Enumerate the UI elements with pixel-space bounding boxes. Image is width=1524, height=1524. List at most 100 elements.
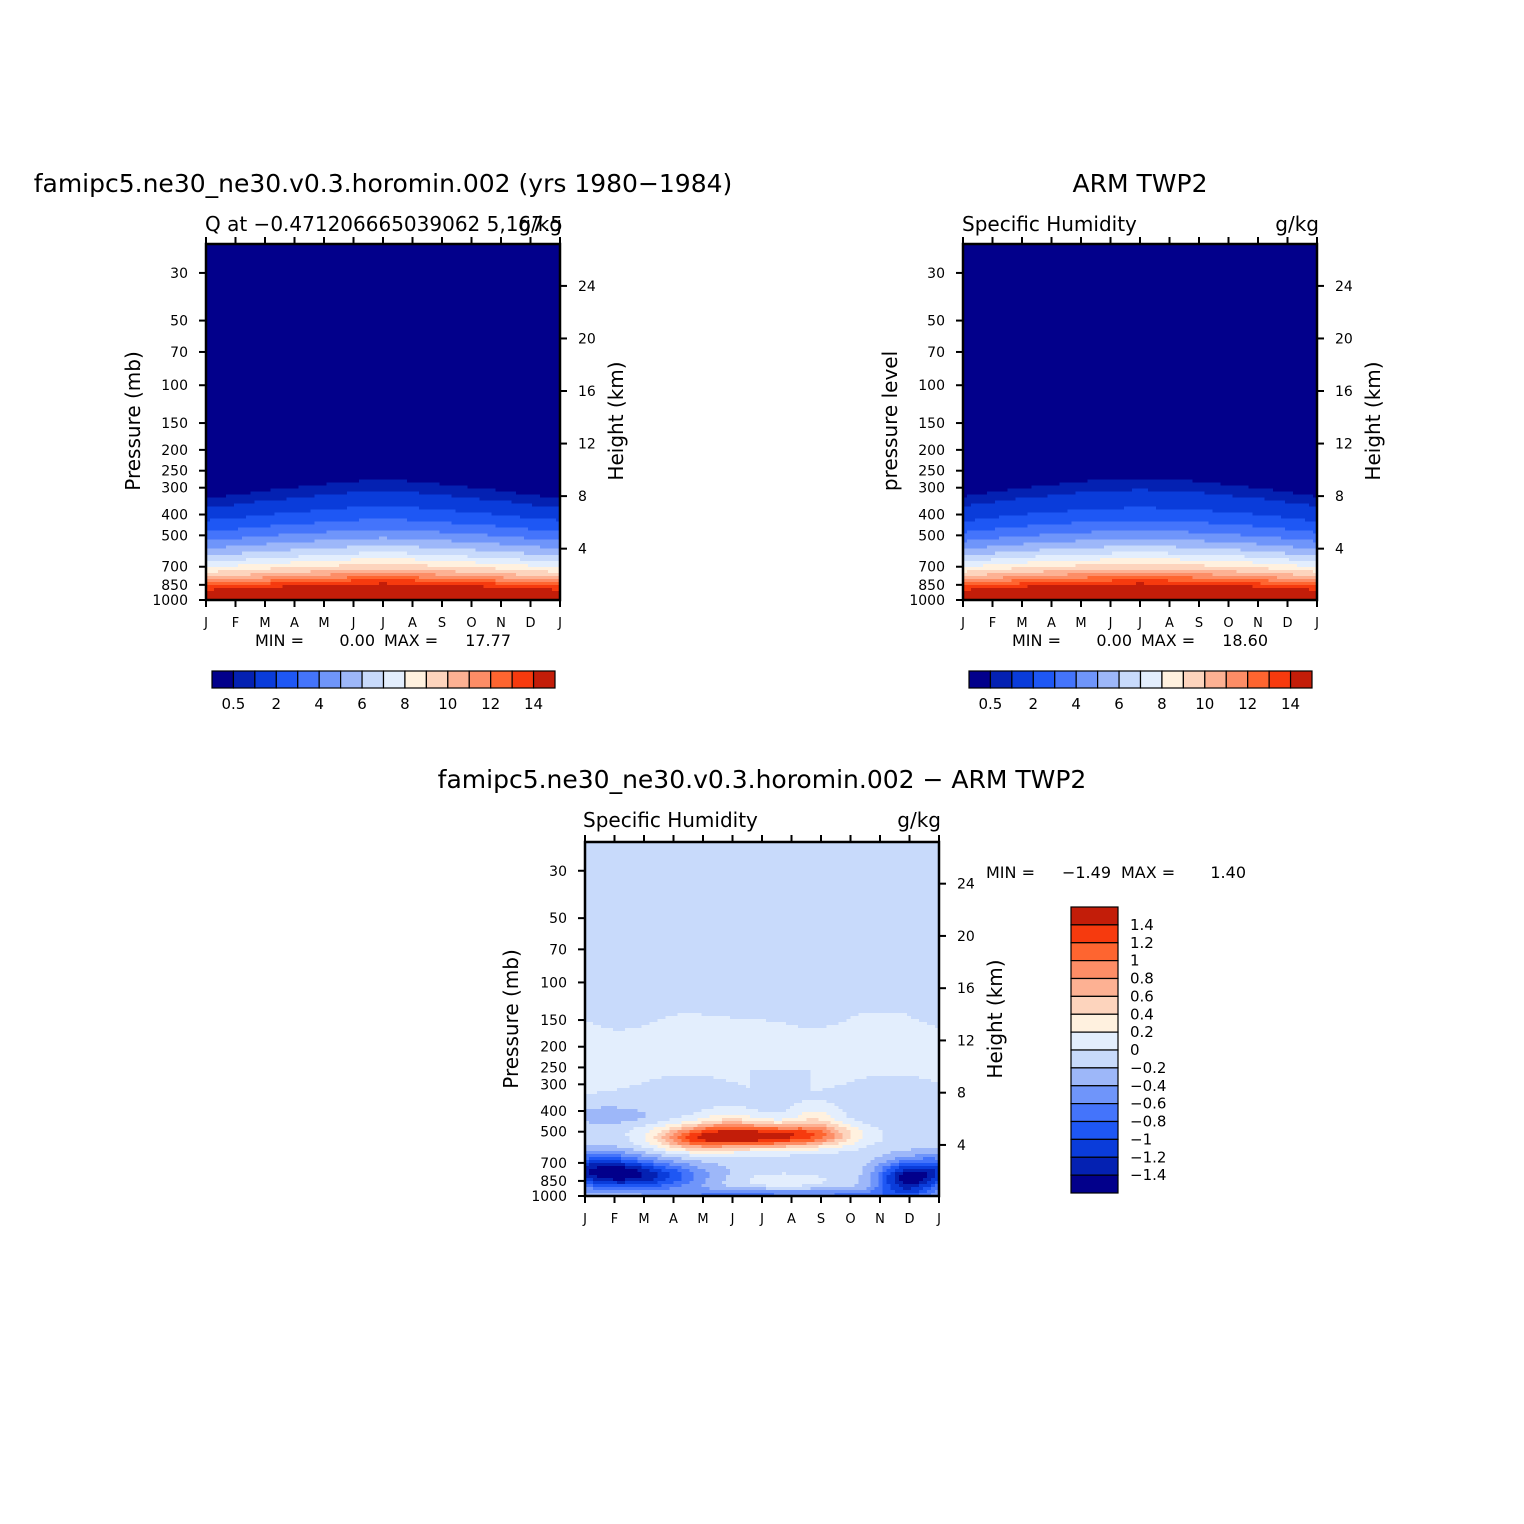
contour-cell [206, 310, 561, 314]
contour-cell [206, 388, 561, 393]
contour-cell [963, 533, 1041, 538]
contour-cell [206, 250, 561, 254]
x-tick-label: A [669, 1212, 678, 1227]
contour-cell [585, 1190, 872, 1194]
colorbar-swatch [1118, 670, 1142, 689]
contour-cell [834, 1118, 856, 1122]
contour-cell [585, 962, 940, 966]
contour-cell [206, 539, 316, 544]
contour-cell [850, 1130, 864, 1134]
contour-cell [617, 1088, 811, 1092]
contour-cell [621, 1154, 642, 1158]
contour-cell [274, 512, 493, 517]
contour-cell [963, 437, 1318, 441]
contour-cell [963, 331, 1318, 336]
contour-cell [774, 1121, 783, 1125]
contour-cell [1035, 554, 1246, 559]
contour-cell [963, 446, 1318, 450]
contour-cell [653, 1148, 667, 1152]
y-tick-label: 850 [540, 1174, 567, 1190]
contour-cell [649, 1130, 663, 1134]
contour-cell [1276, 575, 1318, 580]
contour-cell [585, 935, 940, 939]
contour-cell [539, 545, 561, 550]
contour-cell [995, 551, 1113, 556]
contour-cell [585, 884, 940, 888]
contour-cell [882, 1154, 916, 1158]
contour-cell [653, 1160, 675, 1164]
y-tick-label: 70 [927, 345, 945, 361]
contour-cell [350, 578, 416, 583]
contour-cell [963, 412, 1318, 417]
contour-cell [621, 1160, 638, 1164]
contour-cell [1252, 584, 1318, 589]
contour-cell [661, 1076, 715, 1080]
contour-cell [206, 361, 561, 366]
contour-cell [894, 1178, 900, 1182]
panel-title: famipc5.ne30_ne30.v0.3.horomin.002 (yrs … [34, 169, 733, 198]
colorbar-label: −0.2 [1130, 1059, 1166, 1077]
y2-tick-label: 8 [578, 489, 587, 505]
colorbar-label: −1.4 [1130, 1166, 1166, 1184]
contour-cell [475, 560, 561, 565]
colorbar-swatch [1011, 670, 1034, 689]
contour-cell [206, 485, 300, 489]
contour-cell [669, 1145, 683, 1149]
contour-cell [206, 400, 561, 405]
contour-cell [681, 1172, 695, 1176]
colorbar-swatch [1070, 1120, 1119, 1140]
contour-cell [589, 1157, 622, 1161]
contour-cell [206, 518, 211, 523]
colorbar-swatch [1070, 942, 1119, 962]
contour-cell [585, 1073, 751, 1077]
contour-cell [206, 262, 561, 266]
contour-cell [1039, 533, 1242, 538]
contour-cell [1252, 512, 1318, 517]
contour-cell [487, 533, 561, 538]
contour-cell [585, 890, 940, 894]
contour-cell [585, 971, 940, 975]
contour-cell [314, 539, 452, 544]
contour-cell [539, 494, 561, 499]
contour-cell [681, 1166, 699, 1170]
contour-cell [713, 1106, 747, 1110]
contour-cell [585, 1187, 594, 1191]
contour-cell [585, 1076, 663, 1080]
y-tick-label: 100 [918, 378, 945, 394]
contour-cell [206, 328, 561, 333]
contour-cell [585, 923, 940, 927]
y-tick-label: 400 [540, 1104, 567, 1120]
contour-cell [597, 1091, 940, 1095]
contour-cell [206, 277, 561, 281]
colorbar-swatch [1054, 670, 1077, 689]
contour-cell [878, 1184, 884, 1188]
contour-cell [910, 1187, 924, 1191]
contour-cell [206, 569, 219, 574]
colorbar: 0.5 2 4 6 8 10 12 14 [211, 670, 556, 713]
colorbar-swatch [1070, 1067, 1119, 1087]
contour-cell [798, 1127, 803, 1131]
contour-cell [963, 452, 1318, 456]
contour-cell [585, 1172, 590, 1176]
contour-cell [782, 1118, 807, 1122]
colorbar-swatch [1070, 1031, 1119, 1051]
contour-cell [585, 1088, 618, 1092]
min-max-readout: MIN = −1.49 MAX = 1.40 [986, 863, 1246, 882]
contour-cell [963, 415, 1318, 420]
contour-cell [882, 1139, 940, 1143]
contour-cell [206, 431, 561, 435]
contour-cell [894, 1157, 924, 1161]
contour-cell [206, 346, 561, 351]
contour-cell [350, 557, 416, 562]
contour-cell [515, 572, 561, 577]
contour-cell [882, 1178, 888, 1182]
contour-cell [206, 367, 561, 372]
contour-cell [625, 1133, 646, 1137]
contour-cell [983, 563, 1077, 568]
y-tick-label: 100 [540, 975, 567, 991]
contour-cell [665, 1166, 683, 1170]
contour-cell [963, 431, 1318, 435]
contour-cell [585, 968, 940, 972]
colorbar-swatch [511, 670, 535, 689]
contour-cell [749, 1181, 823, 1185]
